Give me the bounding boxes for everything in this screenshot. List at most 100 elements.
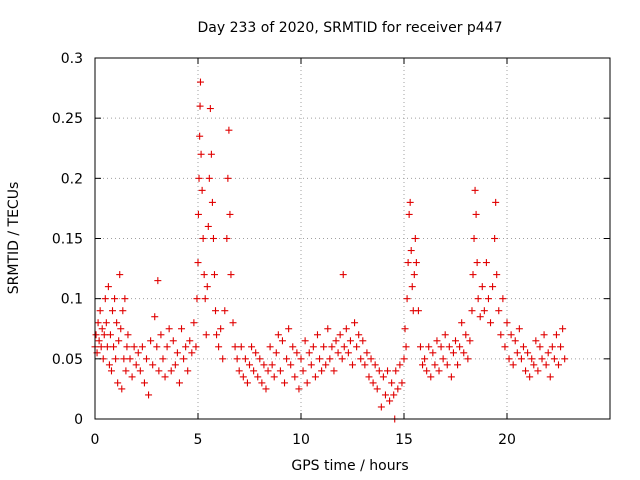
data-point [377, 403, 385, 411]
data-point [379, 373, 387, 381]
chart-title: Day 233 of 2020, SRMTID for receiver p44… [197, 20, 502, 36]
x-tick-label: 15 [395, 432, 413, 448]
data-point [406, 198, 414, 206]
data-point [241, 355, 249, 363]
data-point [122, 367, 130, 375]
data-point [499, 295, 507, 303]
data-point [491, 235, 499, 242]
data-point [559, 325, 567, 333]
data-point [114, 379, 122, 387]
data-point [402, 343, 410, 351]
y-tick-label: 0.05 [52, 352, 83, 368]
data-point [205, 174, 213, 182]
data-point [274, 331, 282, 339]
data-point [124, 331, 132, 339]
data-point [299, 367, 307, 375]
data-point [178, 325, 186, 333]
data-point [262, 385, 270, 393]
data-point [198, 186, 206, 194]
y-axis-label: SRMTID / TECUs [6, 182, 22, 295]
data-point [138, 343, 146, 351]
data-point [159, 355, 167, 363]
data-point [326, 355, 334, 363]
data-point [126, 355, 134, 363]
data-point [268, 361, 276, 369]
data-point [119, 307, 127, 315]
data-point [203, 283, 211, 291]
data-point [349, 361, 356, 369]
data-point [132, 361, 140, 369]
data-point [115, 337, 123, 345]
data-points [91, 78, 569, 423]
data-point [515, 325, 523, 333]
data-point [400, 355, 408, 363]
data-point [287, 361, 295, 369]
data-point [550, 355, 558, 363]
data-point [334, 349, 342, 357]
data-point [332, 337, 340, 345]
data-point [346, 337, 354, 345]
x-axis-label: GPS time / hours [291, 458, 408, 474]
data-point [316, 355, 324, 363]
data-point [96, 307, 104, 315]
data-point [423, 367, 431, 375]
data-point [371, 361, 379, 369]
y-tick-label: 0.15 [52, 232, 83, 248]
data-point [239, 373, 247, 381]
data-point [295, 385, 303, 393]
data-point [307, 361, 315, 369]
data-point [101, 295, 109, 303]
data-point [557, 343, 565, 351]
data-point [225, 126, 233, 134]
data-point [209, 235, 217, 242]
axes: 0 0.05 0.1 0.15 0.2 0.25 0.3 0 5 10 15 20 [52, 51, 610, 448]
data-point [116, 271, 124, 279]
data-point [367, 355, 375, 363]
data-point [134, 349, 142, 357]
data-point [433, 337, 441, 345]
data-point [524, 349, 532, 357]
data-point [266, 343, 274, 351]
data-point [318, 367, 326, 375]
data-point [210, 271, 218, 279]
data-point [410, 271, 418, 279]
data-point [194, 210, 202, 218]
data-point [344, 349, 352, 357]
data-point [188, 349, 196, 357]
data-point [143, 355, 150, 363]
data-point [111, 295, 119, 303]
data-point [121, 295, 129, 303]
data-point [493, 271, 501, 279]
data-point [357, 355, 365, 363]
data-point [207, 150, 215, 158]
data-point [97, 343, 105, 351]
data-point [472, 210, 480, 218]
data-point [401, 325, 409, 333]
data-point [449, 349, 457, 357]
data-point [405, 210, 413, 218]
data-point [229, 319, 237, 327]
data-point [492, 198, 500, 206]
data-point [532, 337, 540, 345]
data-point [414, 307, 422, 315]
data-point [117, 325, 125, 333]
data-point [403, 295, 411, 303]
data-point [338, 355, 346, 363]
x-tick-label: 20 [498, 432, 516, 448]
x-tick-label: 5 [194, 432, 203, 448]
data-point [497, 331, 505, 339]
data-point [215, 343, 223, 351]
data-point [193, 295, 201, 303]
data-point [145, 391, 153, 399]
y-tick-label: 0 [74, 412, 83, 428]
data-point [105, 361, 113, 369]
data-point [425, 343, 433, 351]
data-point [175, 379, 183, 387]
data-point [487, 319, 495, 327]
data-point [388, 379, 396, 387]
data-point [464, 355, 472, 363]
data-point [223, 235, 231, 242]
data-point [136, 367, 144, 375]
data-point [109, 307, 117, 315]
data-point [507, 331, 515, 339]
